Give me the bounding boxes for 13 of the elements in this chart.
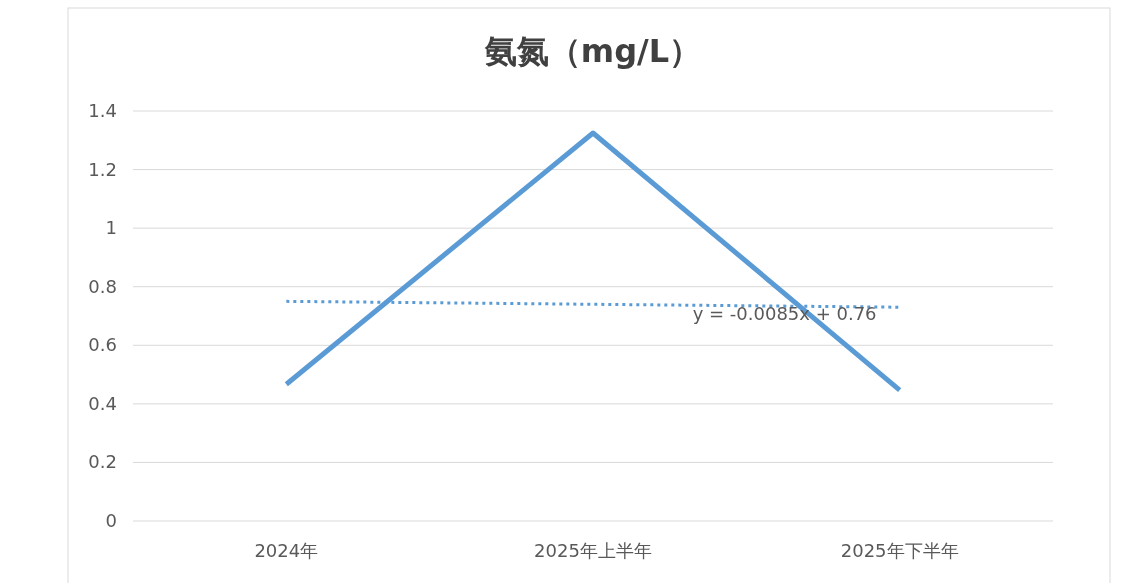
y-tick-label: 0.4 xyxy=(88,392,117,414)
y-tick-label: 0 xyxy=(105,510,117,531)
annotation: y = -0.0085x + 0.76 xyxy=(692,303,877,325)
y-tick-label: 1 xyxy=(105,217,117,239)
x-tick-label: 2025年下半年 xyxy=(840,540,959,561)
x-tick-label: 2025年上半年 xyxy=(534,540,652,561)
x-tick-label: 2024年 xyxy=(254,540,319,561)
y-tick-label: 0.2 xyxy=(88,451,117,473)
y-tick-label: 0.8 xyxy=(88,275,117,297)
y-tick-label: 1.2 xyxy=(88,158,117,180)
chart-title: 氨氮（mg/L） xyxy=(483,32,702,70)
y-tick-label: 1.4 xyxy=(88,100,117,121)
y-tick-label: 0.6 xyxy=(88,334,117,356)
